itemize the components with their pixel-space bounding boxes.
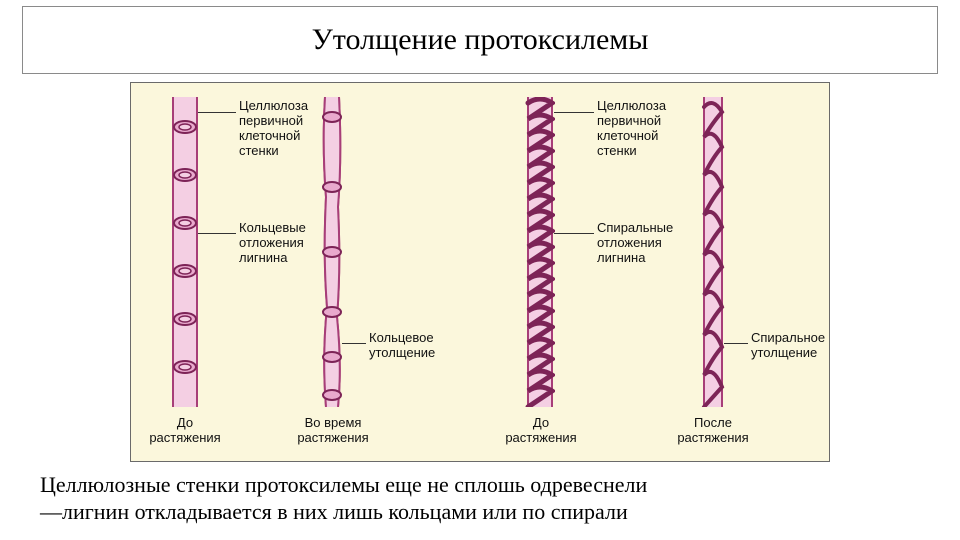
vessel-spiral-before (525, 97, 555, 407)
bottom-label-after: После растяжения (653, 415, 773, 445)
caption: Целлюлозные стенки протоксилемы еще не с… (40, 472, 930, 526)
vessel-spiral-after (701, 97, 725, 407)
label-cellulose-left: Целлюлоза первичной клеточной стенки (239, 99, 308, 159)
vessel-spiral-after-svg (701, 97, 725, 407)
vessel-spiral-before-svg (525, 97, 555, 407)
vessel-annular-during-svg (321, 97, 343, 407)
vessel-annular-before-svg (171, 97, 199, 407)
label-cellulose-right: Целлюлоза первичной клеточной стенки (597, 99, 666, 159)
bottom-label-during: Во время растяжения (273, 415, 393, 445)
caption-line-2: —лигнин откладывается в них лишь кольцам… (40, 499, 930, 526)
leader-annular-thickening (342, 343, 366, 344)
label-spiral-deposits: Спиральные отложения лигнина (597, 221, 673, 266)
leader-annular-deposits (198, 233, 236, 234)
leader-spiral-thickening (724, 343, 748, 344)
label-annular-thickening: Кольцевое утолщение (369, 331, 435, 361)
page-title: Утолщение протоксилемы (312, 23, 649, 57)
leader-cellulose-left (198, 112, 236, 113)
leader-spiral-deposits (554, 233, 594, 234)
diagram-panel: Целлюлоза первичной клеточной стенки Кол… (130, 82, 830, 462)
bottom-label-before-2: До растяжения (481, 415, 601, 445)
label-spiral-thickening: Спиральное утолщение (751, 331, 825, 361)
title-container: Утолщение протоксилемы (22, 6, 938, 74)
vessel-annular-during (321, 97, 343, 407)
label-annular-deposits: Кольцевые отложения лигнина (239, 221, 306, 266)
leader-cellulose-right (554, 112, 594, 113)
bottom-label-before-1: До растяжения (125, 415, 245, 445)
vessel-annular-before (171, 97, 199, 407)
caption-line-1: Целлюлозные стенки протоксилемы еще не с… (40, 472, 930, 499)
